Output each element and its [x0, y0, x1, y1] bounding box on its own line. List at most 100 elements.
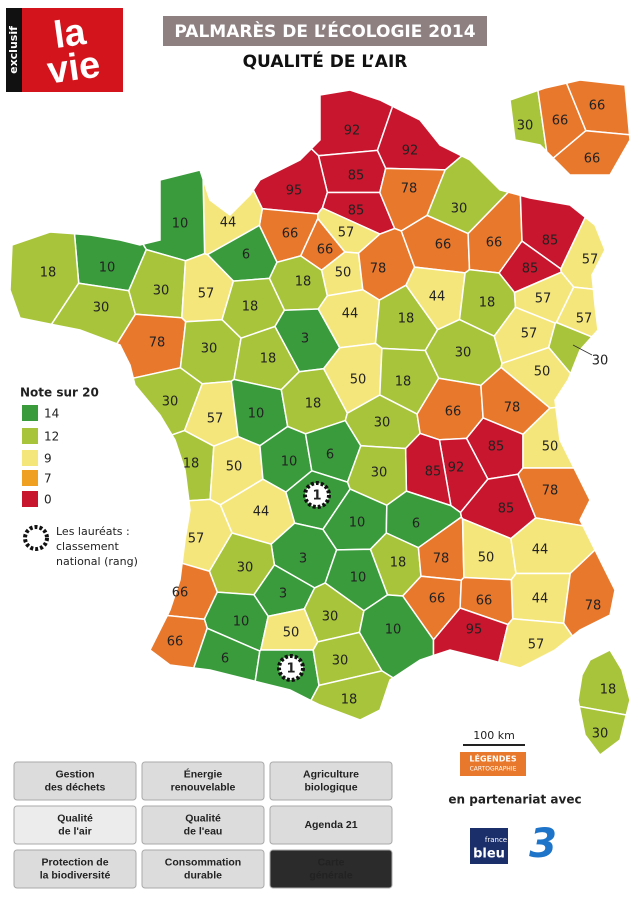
- button-label[interactable]: Agenda 21: [304, 819, 357, 831]
- menu-button[interactable]: Agenda 21: [269, 805, 393, 845]
- department-rank: 85: [348, 204, 365, 219]
- laureates-note: classement: [56, 540, 120, 553]
- button-bg[interactable]: [269, 849, 393, 889]
- legend-swatch: [22, 405, 38, 421]
- department-rank: 92: [402, 144, 419, 159]
- department-rank: 44: [429, 290, 446, 305]
- department-rank: 30: [455, 346, 472, 361]
- button-label[interactable]: Agriculture: [303, 768, 359, 780]
- button-label[interactable]: des déchets: [45, 781, 106, 793]
- department-rank: 78: [504, 401, 521, 416]
- department: [252, 147, 329, 215]
- logo-badge: exclusif: [7, 26, 20, 74]
- department-rank: 66: [589, 99, 606, 114]
- department-rank: 3: [301, 332, 309, 347]
- department-rank: 66: [429, 592, 446, 607]
- legend-label: 9: [44, 452, 52, 466]
- button-label[interactable]: Carte: [318, 856, 345, 868]
- department-rank: 50: [335, 266, 352, 281]
- legend-swatch: [22, 450, 38, 466]
- department-rank: 30: [93, 301, 110, 316]
- department-rank: 18: [242, 300, 259, 315]
- button-bg[interactable]: [141, 761, 265, 801]
- department-rank: 10: [385, 623, 402, 638]
- laurel: [277, 654, 305, 682]
- button-label[interactable]: de l'air: [58, 825, 91, 837]
- department-rank: 92: [448, 461, 465, 476]
- department-rank: 57: [582, 253, 599, 268]
- button-bg[interactable]: [13, 805, 137, 845]
- button-bg[interactable]: [13, 761, 137, 801]
- department-rank: 85: [542, 234, 559, 249]
- department-rank: 44: [342, 307, 359, 322]
- department-rank: 57: [188, 532, 205, 547]
- button-bg[interactable]: [141, 849, 265, 889]
- department-rank: 18: [183, 457, 200, 472]
- button-label[interactable]: Qualité: [185, 812, 221, 824]
- department-rank: 6: [221, 652, 229, 667]
- department-rank: 78: [585, 599, 602, 614]
- department-rank: 78: [370, 262, 387, 277]
- department-rank: 10: [99, 261, 116, 276]
- laurel-rank: 1: [312, 489, 321, 504]
- logo-strip: [6, 8, 22, 92]
- button-label[interactable]: Protection de: [41, 856, 108, 868]
- title: PALMARÈS DE L’ÉCOLOGIE 2014: [174, 20, 475, 42]
- department-rank: 30: [451, 202, 468, 217]
- department-rank: 10: [172, 217, 189, 232]
- button-label[interactable]: durable: [184, 869, 222, 881]
- department-rank: 3: [299, 552, 307, 567]
- bleu-logo: [470, 828, 508, 864]
- bleu-text: bleu: [473, 847, 505, 862]
- button-label[interactable]: la biodiversité: [40, 869, 111, 881]
- department-rank: 66: [552, 114, 569, 129]
- department: [376, 105, 464, 171]
- button-label[interactable]: Qualité: [57, 812, 93, 824]
- button-label[interactable]: Énergie: [184, 767, 223, 780]
- department-rank: 85: [522, 262, 539, 277]
- button-label[interactable]: Gestion: [55, 768, 94, 780]
- button-label[interactable]: de l'eau: [184, 825, 223, 837]
- department-rank: 66: [584, 152, 601, 167]
- department-rank: 50: [534, 365, 551, 380]
- laurel-rank: 1: [286, 662, 295, 677]
- button-bg[interactable]: [141, 805, 265, 845]
- button-label[interactable]: générale: [309, 869, 352, 881]
- department-rank: 10: [350, 571, 367, 586]
- department-rank: 30: [153, 284, 170, 299]
- department-rank: 30: [592, 727, 609, 742]
- department-rank: 66: [445, 405, 462, 420]
- button-bg[interactable]: [269, 761, 393, 801]
- button-label[interactable]: renouvelable: [171, 781, 236, 793]
- department-rank: 30: [201, 342, 218, 357]
- department-rank: 10: [233, 615, 250, 630]
- department-rank: 18: [398, 312, 415, 327]
- button-label[interactable]: biologique: [304, 781, 357, 793]
- button-bg[interactable]: [13, 849, 137, 889]
- department: [141, 169, 206, 262]
- department-rank: 18: [295, 275, 312, 290]
- legend-label: 12: [44, 430, 59, 444]
- button-bg[interactable]: [269, 805, 393, 845]
- department: [509, 89, 548, 154]
- button-label[interactable]: Consommation: [165, 856, 241, 868]
- title-box: [163, 16, 487, 46]
- department-rank: 85: [348, 169, 365, 184]
- department-rank: 50: [283, 626, 300, 641]
- department-rank: 6: [242, 248, 250, 263]
- department-rank: 10: [349, 516, 366, 531]
- department-rank: 66: [282, 227, 299, 242]
- legend-label: 0: [44, 493, 52, 507]
- department-rank: 95: [286, 184, 303, 199]
